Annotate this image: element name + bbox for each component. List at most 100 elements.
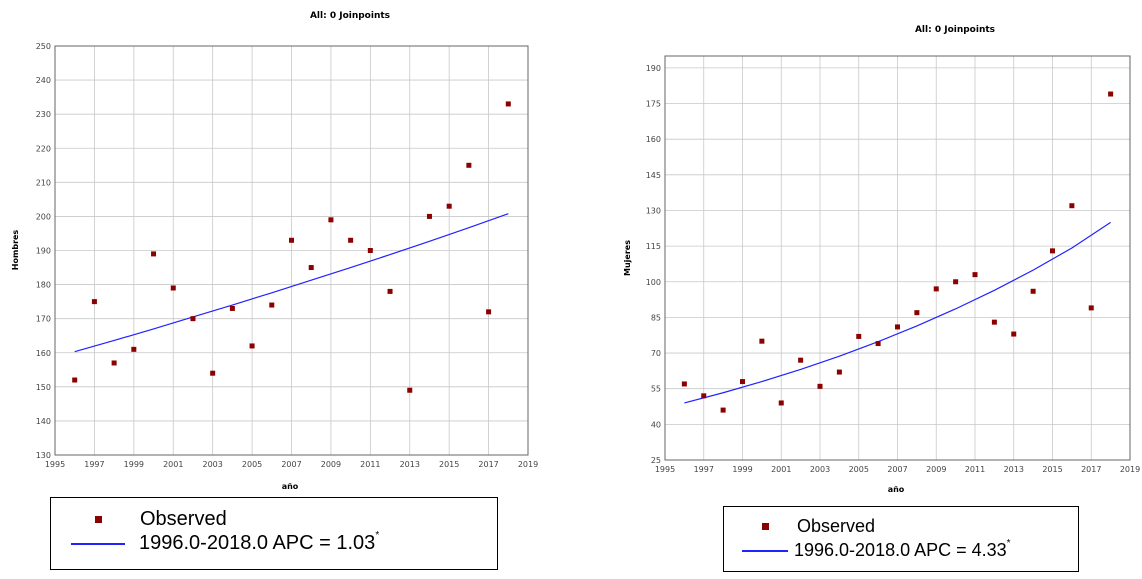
y-axis-label: Mujeres <box>623 240 632 276</box>
observed-point <box>740 379 745 385</box>
fit-line-icon <box>742 549 788 552</box>
y-tick-label: 220 <box>36 144 51 153</box>
y-tick-label: 55 <box>651 385 661 394</box>
legend-observed-label: Observed <box>797 516 876 536</box>
observed-marker-icon <box>762 523 769 530</box>
chart-mujeres: All: 0 Joinpoints Mujeres año 25 40 55 70 85… <box>623 25 1140 494</box>
x-tick-label: 2009 <box>926 465 946 474</box>
legend: Observed 1996.0-2018.0 APC = 4.33* <box>723 506 1079 572</box>
observed-point <box>367 248 373 253</box>
x-tick-label: 2001 <box>163 460 183 469</box>
legend-item-observed: Observed <box>762 516 875 537</box>
observed-point <box>836 369 842 375</box>
observed-point <box>1030 288 1036 294</box>
observed-point <box>210 370 216 376</box>
x-axis-label: año <box>282 482 299 491</box>
x-tick-label: 1995 <box>45 460 65 469</box>
fit-line <box>684 221 1111 404</box>
chart-panel-hombres: All: 0 Joinpoints Hombres año 130 140 150 1… <box>0 0 560 579</box>
legend-item-fit: 1996.0-2018.0 APC = 1.03* <box>71 530 380 555</box>
observed-point <box>681 381 687 387</box>
x-tick-label: 2015 <box>1042 465 1062 474</box>
observed-point <box>72 377 78 383</box>
observed-point <box>91 299 97 305</box>
y-tick-label: 200 <box>36 212 51 221</box>
observed-point <box>720 407 726 413</box>
x-tick-label: 2003 <box>202 460 222 469</box>
x-tick-label: 1997 <box>84 460 104 469</box>
observed-point <box>1050 248 1055 254</box>
x-tick-label: 2015 <box>439 460 459 469</box>
observed-point <box>933 286 939 292</box>
y-tick-label: 160 <box>646 135 661 144</box>
observed-point <box>895 324 900 330</box>
plot-area: 25 40 55 70 85 100 115 130 145 160 175 190 1995 1997 1… <box>646 55 1140 474</box>
x-tick-label: 1999 <box>732 465 752 474</box>
plot-border <box>54 45 529 456</box>
x-tick-label: 1995 <box>655 465 675 474</box>
y-tick-label: 190 <box>36 247 51 256</box>
observed-point <box>953 279 959 285</box>
y-tick-label: 85 <box>651 313 661 322</box>
observed-point <box>505 101 511 107</box>
observed-point <box>1069 203 1075 209</box>
observed-point <box>328 217 334 223</box>
observed-point <box>289 237 294 243</box>
y-tick-label: 190 <box>646 64 661 73</box>
observed-point <box>190 316 196 322</box>
y-tick-label: 40 <box>651 420 661 429</box>
y-tick-label: 180 <box>36 281 51 290</box>
y-tick-label: 175 <box>646 100 661 109</box>
x-tick-label: 2017 <box>478 460 498 469</box>
x-tick-label: 2013 <box>400 460 420 469</box>
y-tick-label: 170 <box>36 315 51 324</box>
significance-marker: * <box>375 530 380 541</box>
observed-point <box>914 310 920 316</box>
observed-point <box>991 319 997 325</box>
observed-point <box>348 237 354 243</box>
x-tick-label: 2005 <box>242 460 262 469</box>
y-tick-label: 150 <box>36 383 51 392</box>
observed-point <box>701 393 707 399</box>
observed-point <box>1011 331 1017 337</box>
y-tick-label: 25 <box>651 456 661 465</box>
legend-fit-text: 1996.0-2018.0 APC = 4.33 <box>794 540 1007 560</box>
x-tick-label: 2011 <box>965 465 985 474</box>
observed-point <box>778 400 784 406</box>
y-tick-label: 140 <box>36 417 51 426</box>
y-tick-label: 130 <box>646 206 661 215</box>
x-tick-label: 2007 <box>281 460 301 469</box>
x-tick-label: 2011 <box>360 460 380 469</box>
observed-point <box>1088 305 1094 311</box>
x-tick-label: 2019 <box>518 460 538 469</box>
y-tick-label: 250 <box>36 42 51 51</box>
plot-border <box>664 55 1131 461</box>
x-tick-label: 1997 <box>694 465 714 474</box>
x-tick-label: 2001 <box>771 465 791 474</box>
observed-point <box>817 383 823 389</box>
y-tick-label: 160 <box>36 349 51 358</box>
y-tick-label: 230 <box>36 110 51 119</box>
observed-point <box>407 387 413 393</box>
legend-item-observed: Observed <box>95 508 227 531</box>
y-tick-label: 240 <box>36 76 51 85</box>
observed-marker-icon <box>95 516 102 523</box>
y-tick-label: 100 <box>646 278 661 287</box>
y-tick-label: 70 <box>651 349 661 358</box>
observed-point <box>387 288 393 294</box>
legend: Observed 1996.0-2018.0 APC = 1.03* <box>50 497 498 570</box>
legend-observed-label: Observed <box>140 508 227 530</box>
observed-point <box>426 213 432 219</box>
observed-point <box>486 309 492 315</box>
observed-point <box>466 162 472 168</box>
legend-fit-text: 1996.0-2018.0 APC = 1.03 <box>139 532 376 554</box>
observed-point <box>446 203 452 209</box>
fit-line-icon <box>71 542 125 545</box>
x-axis-label: año <box>888 485 905 494</box>
y-tick-label: 130 <box>36 451 51 460</box>
observed-point <box>1108 91 1114 97</box>
plot-area: 130 140 150 160 170 180 190 200 210 220 230 240 250 1… <box>36 42 538 469</box>
observed-point <box>111 360 117 366</box>
observed-point <box>151 251 157 257</box>
observed-point <box>856 333 862 339</box>
